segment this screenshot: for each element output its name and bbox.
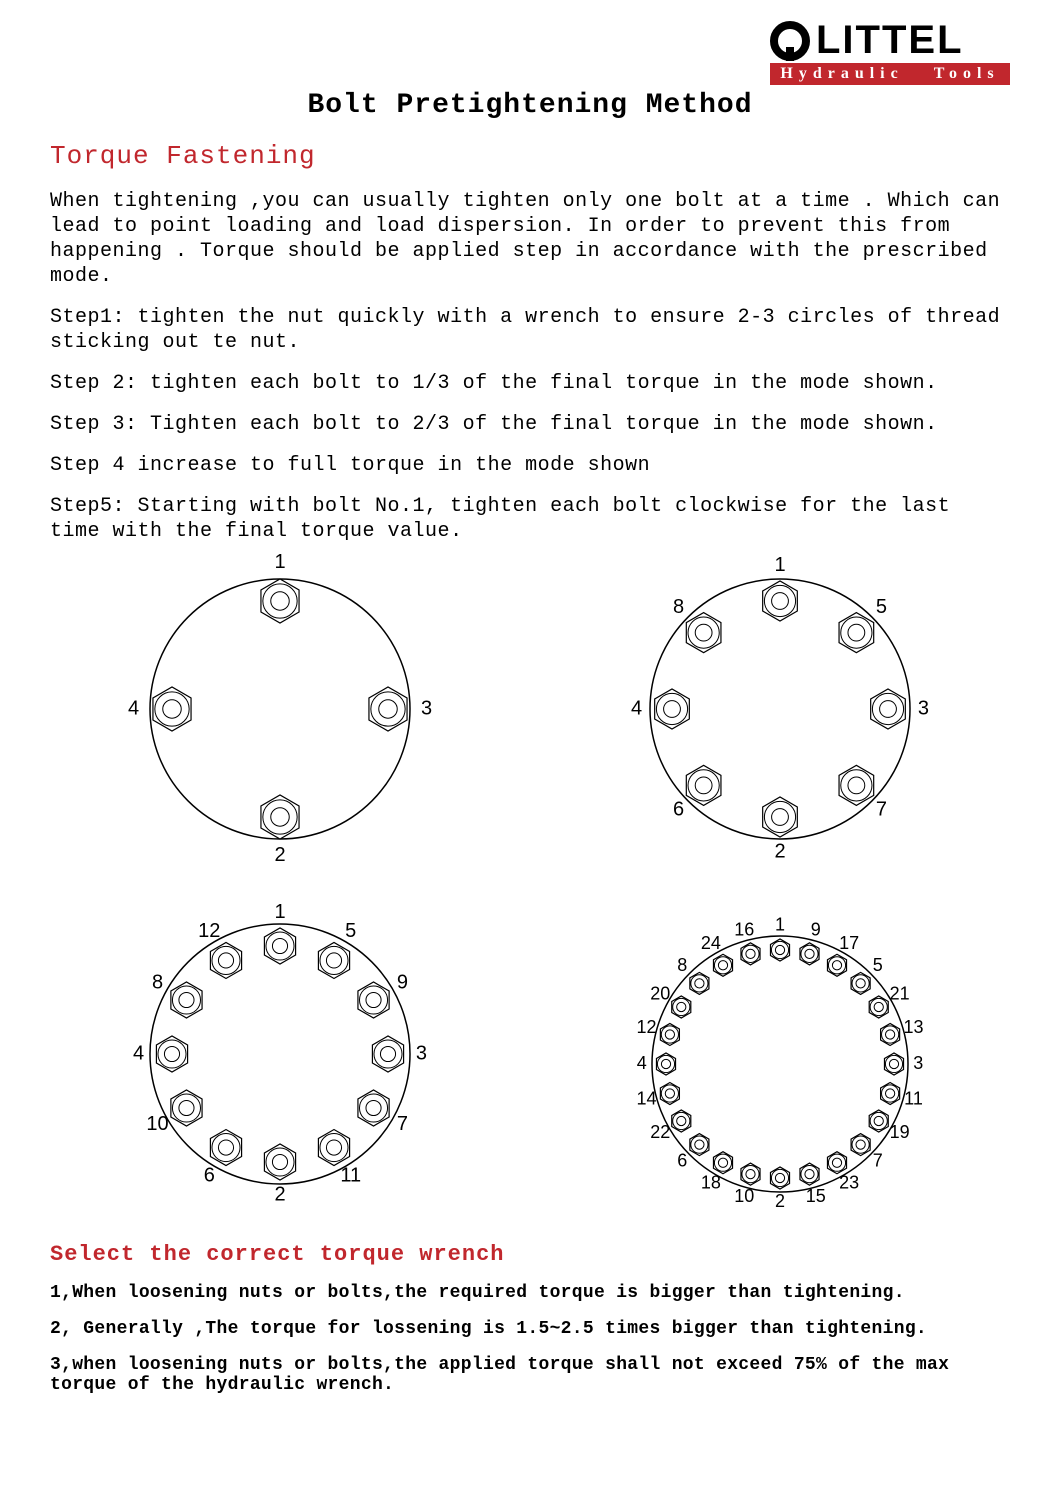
svg-text:7: 7 <box>397 1113 408 1135</box>
svg-text:1: 1 <box>274 901 285 923</box>
step-1: Step1: tighten the nut quickly with a wr… <box>50 305 1010 355</box>
svg-text:5: 5 <box>345 920 356 942</box>
svg-text:24: 24 <box>701 933 721 953</box>
svg-text:12: 12 <box>198 920 220 942</box>
svg-text:11: 11 <box>904 1089 923 1109</box>
flange-8-bolt: 1 2 3 4 5 6 7 8 <box>625 554 935 894</box>
flange-12-bolt: 123456789101112 <box>120 894 440 1234</box>
svg-text:18: 18 <box>701 1172 721 1192</box>
svg-text:2: 2 <box>775 1191 785 1211</box>
page-title: Bolt Pretightening Method <box>50 90 1010 121</box>
svg-text:6: 6 <box>677 1150 687 1170</box>
logo-brand-text: LITTEL <box>816 18 964 63</box>
svg-text:9: 9 <box>397 972 408 994</box>
svg-text:7: 7 <box>876 799 887 821</box>
svg-text:6: 6 <box>673 799 684 821</box>
svg-text:10: 10 <box>734 1186 754 1206</box>
svg-text:2: 2 <box>274 1184 285 1206</box>
svg-text:6: 6 <box>204 1165 215 1187</box>
step-2: Step 2: tighten each bolt to 1/3 of the … <box>50 371 1010 396</box>
note-2: 2, Generally ,The torque for lossening i… <box>50 1319 1010 1339</box>
svg-text:20: 20 <box>650 984 670 1004</box>
svg-text:15: 15 <box>806 1186 826 1206</box>
svg-text:2: 2 <box>274 844 285 864</box>
svg-text:1: 1 <box>274 554 285 573</box>
step-4: Step 4 increase to full torque in the mo… <box>50 453 1010 478</box>
svg-text:10: 10 <box>146 1113 168 1135</box>
svg-text:16: 16 <box>734 919 754 939</box>
svg-text:3: 3 <box>918 697 929 719</box>
flange-24-bolt: 123456789101112131415161718192021222324 <box>610 894 950 1234</box>
svg-text:11: 11 <box>340 1165 361 1187</box>
svg-text:21: 21 <box>890 984 910 1004</box>
svg-text:2: 2 <box>774 841 785 863</box>
svg-text:1: 1 <box>774 554 785 576</box>
step-3: Step 3: Tighten each bolt to 2/3 of the … <box>50 412 1010 437</box>
svg-text:12: 12 <box>636 1017 656 1037</box>
note-1: 1,When loosening nuts or bolts,the requi… <box>50 1283 1010 1303</box>
svg-text:4: 4 <box>133 1042 144 1064</box>
svg-text:5: 5 <box>876 596 887 618</box>
section-torque-fastening: Torque Fastening <box>50 141 1010 171</box>
svg-text:19: 19 <box>890 1122 910 1142</box>
svg-text:14: 14 <box>636 1089 656 1109</box>
svg-text:4: 4 <box>637 1053 647 1073</box>
logo-subtitle: Hydraulic Tools <box>770 63 1010 85</box>
svg-text:7: 7 <box>873 1150 883 1170</box>
svg-text:13: 13 <box>903 1017 923 1037</box>
svg-text:5: 5 <box>873 955 883 975</box>
intro-paragraph: When tightening ,you can usually tighten… <box>50 189 1010 289</box>
section-select-wrench: Select the correct torque wrench <box>50 1242 1010 1267</box>
svg-text:4: 4 <box>631 697 642 719</box>
flange-diagrams-grid: 1234 12345678 123456789101112 1234567891… <box>50 554 1010 1234</box>
svg-text:8: 8 <box>677 955 687 975</box>
svg-text:4: 4 <box>128 697 139 719</box>
note-3: 3,when loosening nuts or bolts,the appli… <box>50 1355 1010 1395</box>
step-5: Step5: Starting with bolt No.1, tighten … <box>50 494 1010 544</box>
logo-sub-left: Hydraulic <box>780 65 903 82</box>
logo-ring-icon <box>770 21 810 61</box>
svg-text:23: 23 <box>839 1172 859 1192</box>
svg-text:22: 22 <box>650 1122 670 1142</box>
brand-logo: LITTEL Hydraulic Tools <box>770 18 1010 85</box>
svg-text:8: 8 <box>673 596 684 618</box>
svg-text:9: 9 <box>811 919 821 939</box>
svg-text:17: 17 <box>839 933 859 953</box>
svg-text:8: 8 <box>152 972 163 994</box>
logo-sub-right: Tools <box>934 65 1000 82</box>
svg-text:3: 3 <box>913 1053 923 1073</box>
flange-4-bolt: 1 2 3 4 <box>125 554 435 894</box>
svg-text:3: 3 <box>421 697 432 719</box>
svg-text:1: 1 <box>775 915 785 935</box>
svg-text:3: 3 <box>416 1042 427 1064</box>
